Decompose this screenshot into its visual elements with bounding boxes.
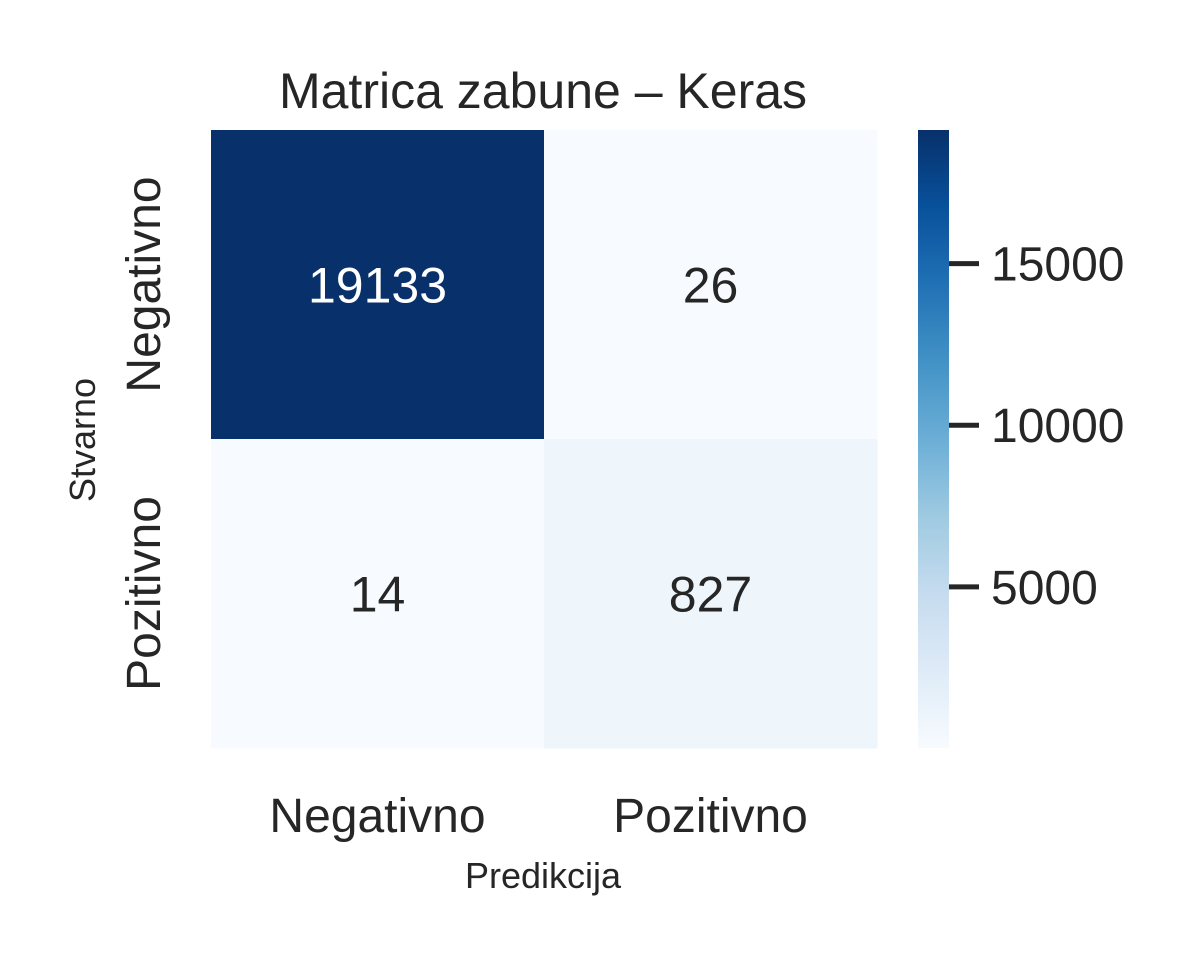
colorbar-ticks: 5000 10000 15000 [949, 239, 1124, 615]
cell-value-0-0: 19133 [308, 258, 447, 314]
colorbar [918, 130, 949, 748]
colorbar-tick-label-0: 5000 [991, 562, 1098, 615]
cell-value-1-0: 14 [350, 567, 406, 623]
colorbar-tick-label-2: 15000 [991, 239, 1124, 292]
heatmap-cell-0-1 [544, 130, 878, 440]
y-tick-label-0: Negativno [118, 176, 171, 392]
heatmap-cell-0-0 [211, 130, 545, 440]
cell-value-0-1: 26 [683, 258, 739, 314]
heatmap-cell-labels: 19133 26 14 827 [308, 258, 752, 623]
x-tick-label-0: Negativno [269, 790, 485, 843]
cell-value-1-1: 827 [669, 567, 752, 623]
heatmap-cell-1-1 [544, 439, 878, 749]
y-axis-label: Stvarno [62, 378, 103, 502]
x-axis-label: Predikcija [465, 855, 622, 896]
y-tick-labels: Negativno Pozitivno [118, 176, 171, 690]
colorbar-tick-label-1: 10000 [991, 400, 1124, 453]
x-tick-labels: Negativno Pozitivno [269, 790, 807, 843]
x-tick-label-1: Pozitivno [613, 790, 808, 843]
y-tick-label-1: Pozitivno [118, 496, 171, 691]
heatmap-cell-1-0 [211, 439, 545, 749]
chart-title: Matrica zabune – Keras [279, 63, 807, 119]
heatmap-cells [211, 130, 878, 749]
